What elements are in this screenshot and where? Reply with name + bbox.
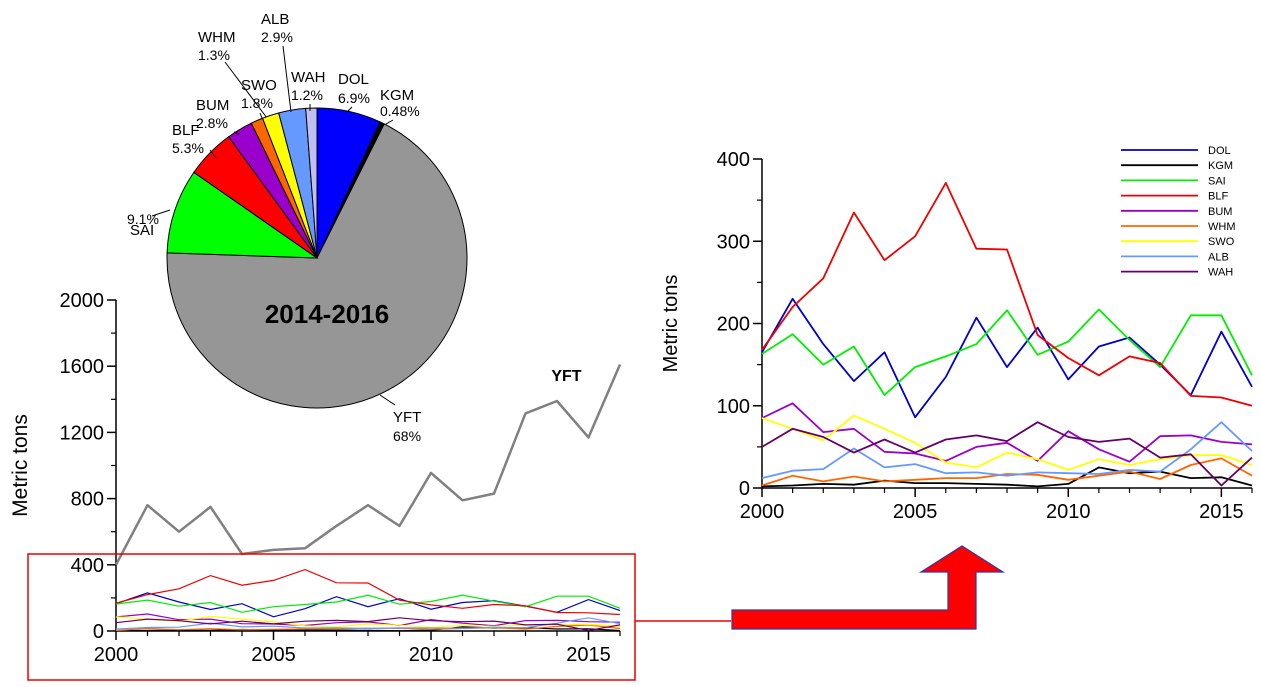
legend-label-alb: ALB: [1208, 251, 1229, 263]
series-line-wah: [761, 421, 1253, 487]
legend-label-dol: DOL: [1208, 145, 1231, 157]
pie-slice-yft: [166, 123, 468, 409]
pie-leader-bum: [233, 131, 240, 135]
x-tick-label: 2000: [740, 501, 785, 523]
pie-title: 2014-2016: [265, 299, 389, 329]
legend-label-swo: SWO: [1208, 236, 1235, 248]
legend-label-wah: WAH: [1208, 267, 1233, 279]
series-line-whm: [761, 457, 1253, 487]
zoom-arrow: [731, 545, 1006, 630]
series-line-yft: [114, 364, 622, 566]
pie-pct-bum: 2.8%: [196, 115, 228, 131]
y-tick-label: 800: [71, 489, 104, 511]
y-axis-label: Metric tons: [9, 414, 32, 517]
y-tick-label: 400: [717, 149, 750, 171]
pie-label-yft: YFT: [393, 409, 421, 426]
legend-label-bum: BUM: [1208, 206, 1232, 218]
pie-label-bum: BUM: [196, 97, 229, 114]
left-line-chart: 0 400 800 1200 1600 2000 2000 2005 2010 2015 Metri…: [9, 290, 636, 681]
pie-pct-dol: 6.9%: [338, 90, 370, 106]
pie-label-kgm: KGM: [380, 87, 414, 104]
x-tick-label: 2015: [566, 644, 611, 666]
x-tick-label: 2010: [409, 644, 454, 666]
x-tick-label: 2010: [1046, 501, 1091, 523]
pie-leader-whm: [224, 61, 271, 123]
y-tick-label: 0: [739, 478, 750, 500]
pie-pct-kgm: 0.48%: [380, 103, 420, 119]
y-tick-label: 300: [717, 231, 750, 253]
y-tick-label: 100: [717, 396, 750, 418]
y-axis-label: Metric tons: [660, 275, 682, 373]
pie-pct-yft: 68%: [393, 428, 421, 444]
x-tick-label: 2005: [893, 501, 938, 523]
zoom-connector: [635, 545, 1006, 630]
pie-label-wah: WAH: [291, 69, 325, 86]
series-line-alb: [761, 421, 1253, 479]
pie-label-swo: SWO: [241, 77, 277, 94]
pie-leader-swo: [259, 112, 263, 119]
pie-pct-alb: 2.9%: [261, 29, 293, 45]
y-tick-label: 1600: [60, 356, 105, 378]
pie-pct-blf: 5.3%: [172, 140, 204, 156]
series-line-bum: [761, 402, 1253, 463]
yft-series-label: YFT: [551, 368, 581, 385]
pie-leader-blf: [209, 149, 217, 159]
zoom-highlight-box: [27, 553, 636, 681]
pie-leader-sai: [151, 209, 171, 217]
pie-label-blf: BLF: [172, 122, 200, 139]
y-tick-label: 1200: [60, 422, 105, 444]
pie-leader-alb: [282, 45, 292, 113]
series-line-small-blf: [115, 568, 621, 616]
pie-label-dol: DOL: [338, 71, 369, 88]
x-tick-label: 2005: [251, 644, 296, 666]
legend-label-whm: WHM: [1208, 221, 1236, 233]
pie-label-sai: SAI: [130, 222, 154, 239]
pie-pct-whm: 1.3%: [198, 47, 230, 63]
pie-leader-dol: [346, 106, 353, 113]
pie-leader-yft: [379, 394, 396, 406]
pie-label-whm: WHM: [198, 29, 236, 46]
y-tick-label: 400: [71, 555, 104, 577]
pie-slice-sai: [166, 171, 319, 259]
pie-label-alb: ALB: [261, 11, 289, 28]
pie-pct-wah: 1.2%: [291, 87, 323, 103]
series-line-small-wah: [115, 617, 621, 632]
legend-label-blf: BLF: [1208, 191, 1228, 203]
y-tick-label: 2000: [60, 290, 105, 312]
legend-label-kgm: KGM: [1208, 160, 1233, 172]
series-line-small-sai: [115, 594, 621, 613]
series-line-sai: [761, 308, 1253, 397]
y-tick-label: 0: [93, 621, 104, 643]
pie-slice-wah: [305, 107, 318, 259]
pie-pct-sai: 9.1%: [127, 211, 159, 227]
series-line-blf: [761, 181, 1253, 407]
x-tick-label: 2015: [1199, 501, 1244, 523]
pie-pct-swo: 1.8%: [241, 95, 273, 111]
series-line-swo: [761, 414, 1253, 471]
x-tick-label: 2000: [94, 644, 139, 666]
legend-label-sai: SAI: [1208, 175, 1226, 187]
right-line-chart: 0 100 200 300 400 2000 2005 2010 2015 Metric tons…: [660, 145, 1253, 523]
series-line-small-alb: [115, 617, 621, 630]
y-tick-label: 200: [717, 314, 750, 336]
